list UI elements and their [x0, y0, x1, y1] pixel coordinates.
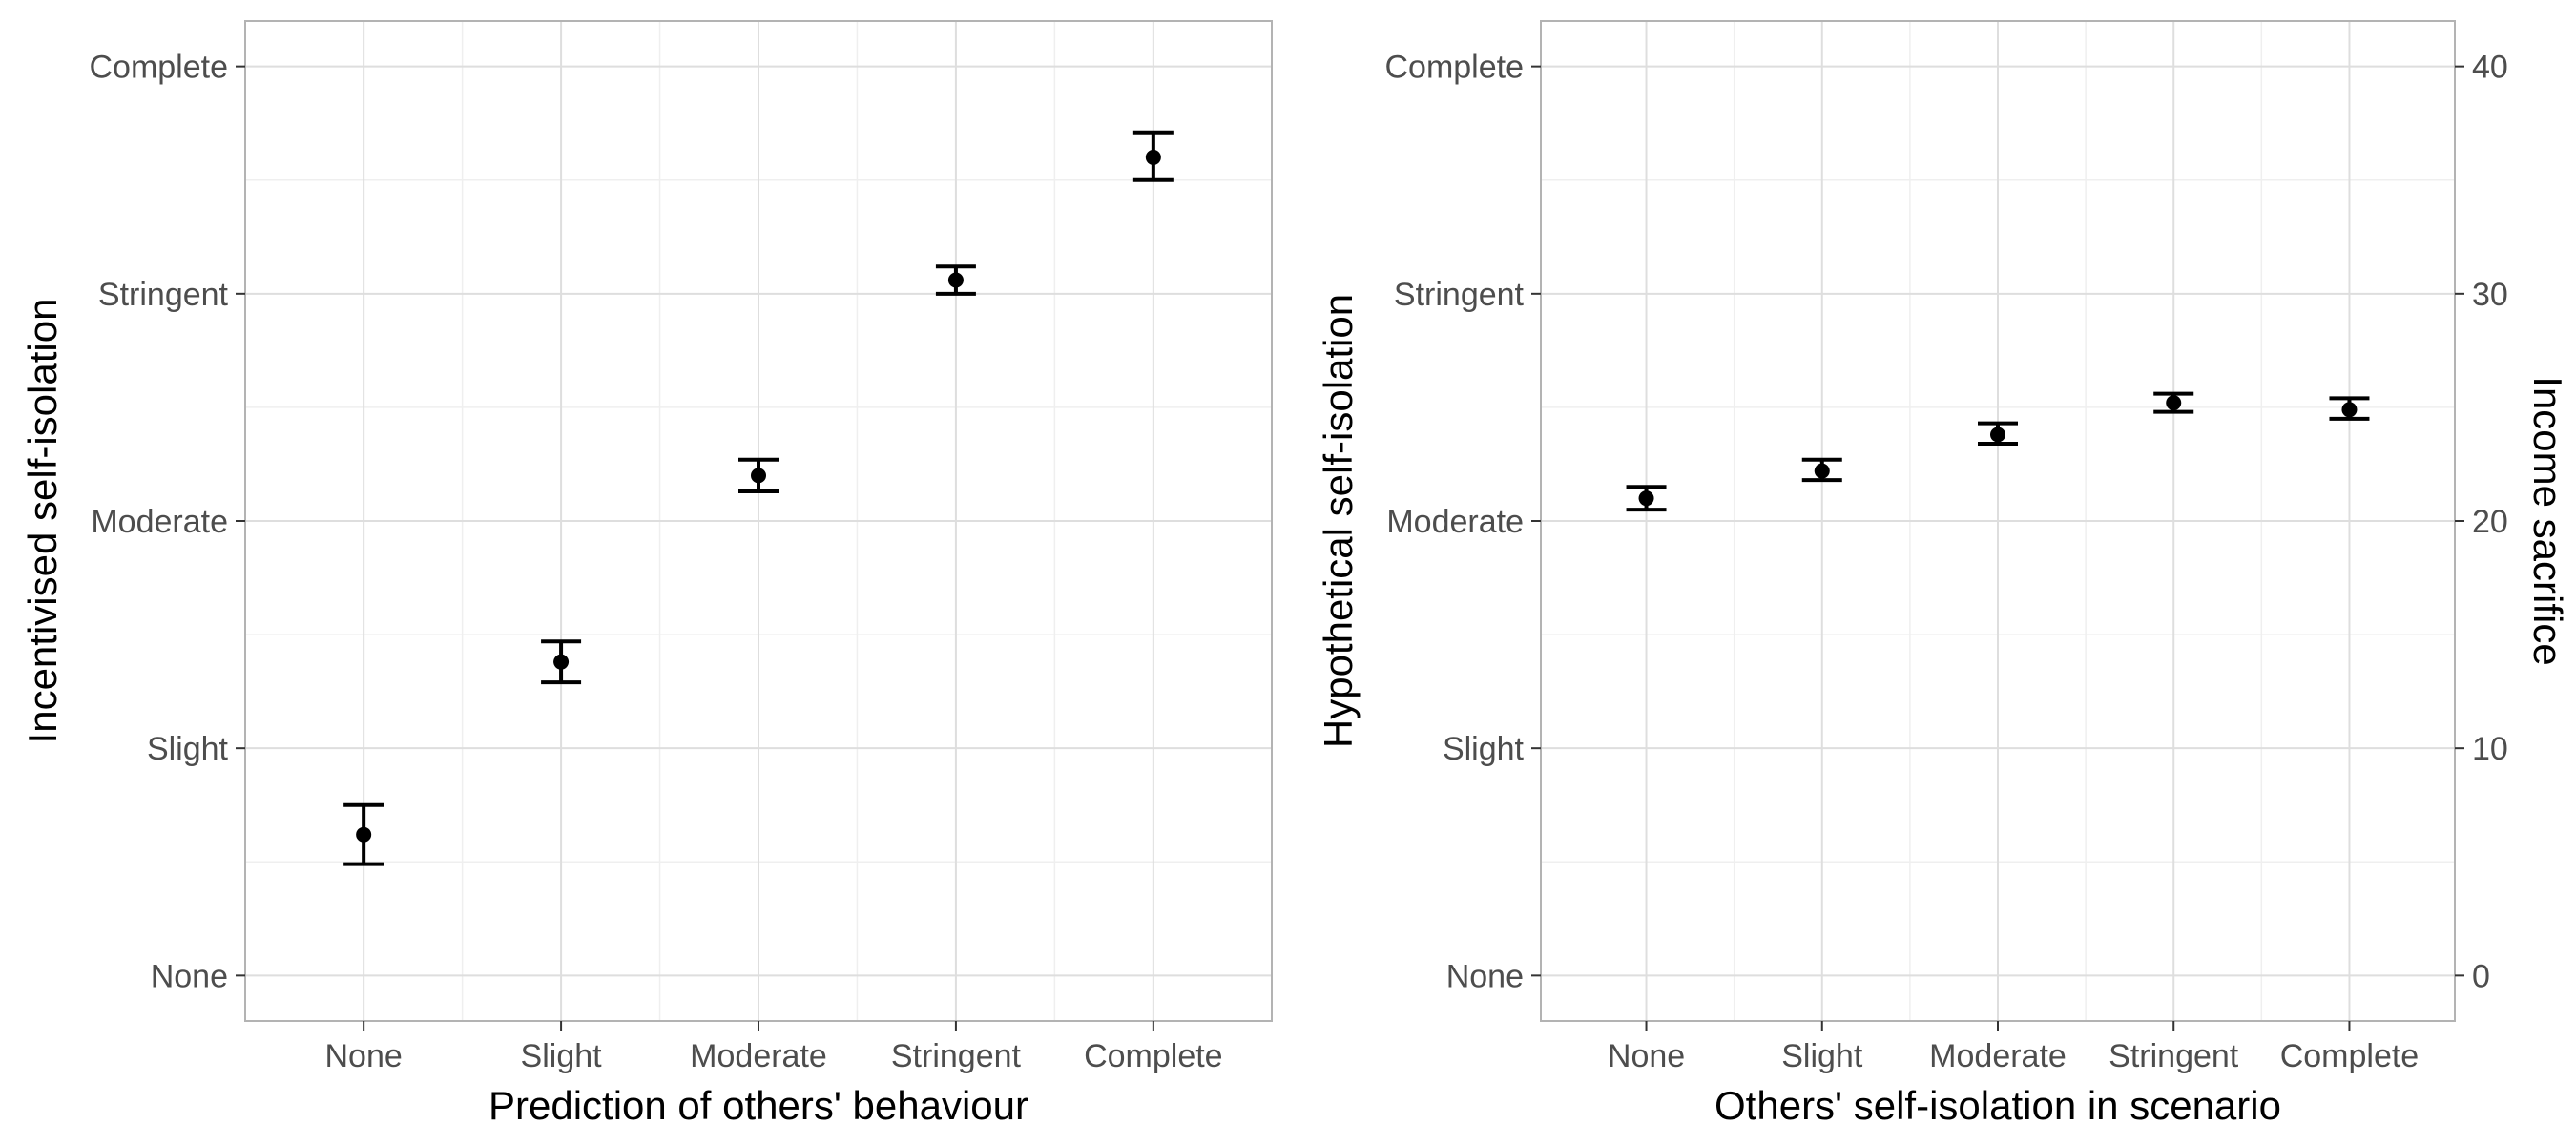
x-tick-label: Slight: [1781, 1038, 1863, 1074]
data-point: [1638, 490, 1654, 507]
x-axis-title: Others' self-isolation in scenario: [1714, 1083, 2281, 1128]
y2-tick-label: 0: [2472, 958, 2490, 994]
y2-axis-title: Income sacrifice: [2525, 376, 2570, 665]
x-tick-label: Moderate: [1929, 1038, 2067, 1074]
y-tick-label: Complete: [89, 50, 228, 86]
x-axis-title: Prediction of others' behaviour: [488, 1083, 1028, 1128]
data-point: [2166, 395, 2182, 411]
y2-tick-label: 10: [2472, 731, 2508, 767]
x-tick-label: None: [1608, 1038, 1685, 1074]
y-tick-label: Slight: [1443, 731, 1525, 767]
data-point: [751, 468, 766, 484]
y-tick-label: None: [1446, 958, 1524, 994]
x-tick-label: Complete: [2280, 1038, 2420, 1074]
y-tick-label: Moderate: [1386, 504, 1524, 540]
y-tick-label: Complete: [1384, 50, 1524, 86]
data-point: [356, 826, 372, 843]
x-tick-label: Stringent: [2109, 1038, 2239, 1074]
x-tick-label: None: [325, 1038, 403, 1074]
x-tick-label: Moderate: [690, 1038, 827, 1074]
y-tick-label: Slight: [147, 731, 229, 767]
y-tick-label: Stringent: [1394, 277, 1525, 313]
data-point: [1814, 463, 1830, 479]
data-point: [2341, 402, 2358, 418]
x-tick-label: Complete: [1084, 1038, 1223, 1074]
y2-tick-label: 40: [2472, 50, 2508, 86]
y2-tick-label: 20: [2472, 504, 2508, 540]
x-tick-label: Stringent: [891, 1038, 1022, 1074]
x-tick-label: Slight: [521, 1038, 603, 1074]
y-tick-label: Stringent: [98, 277, 229, 313]
data-point: [553, 654, 570, 670]
data-point: [947, 272, 964, 288]
data-point: [1145, 149, 1161, 165]
y-tick-label: None: [151, 958, 228, 994]
left-panel: None Slight Moderate Stringent Complete None S…: [20, 20, 1273, 1128]
y-axis-title: Hypothetical self-isolation: [1316, 294, 1361, 748]
y-axis-title: Incentivised self-isolation: [20, 299, 65, 744]
data-point: [1990, 427, 2005, 443]
y2-tick-label: 30: [2472, 277, 2508, 313]
y-tick-label: Moderate: [91, 504, 228, 540]
right-panel: None Slight Moderate Stringent Complete None S…: [1316, 20, 2570, 1128]
